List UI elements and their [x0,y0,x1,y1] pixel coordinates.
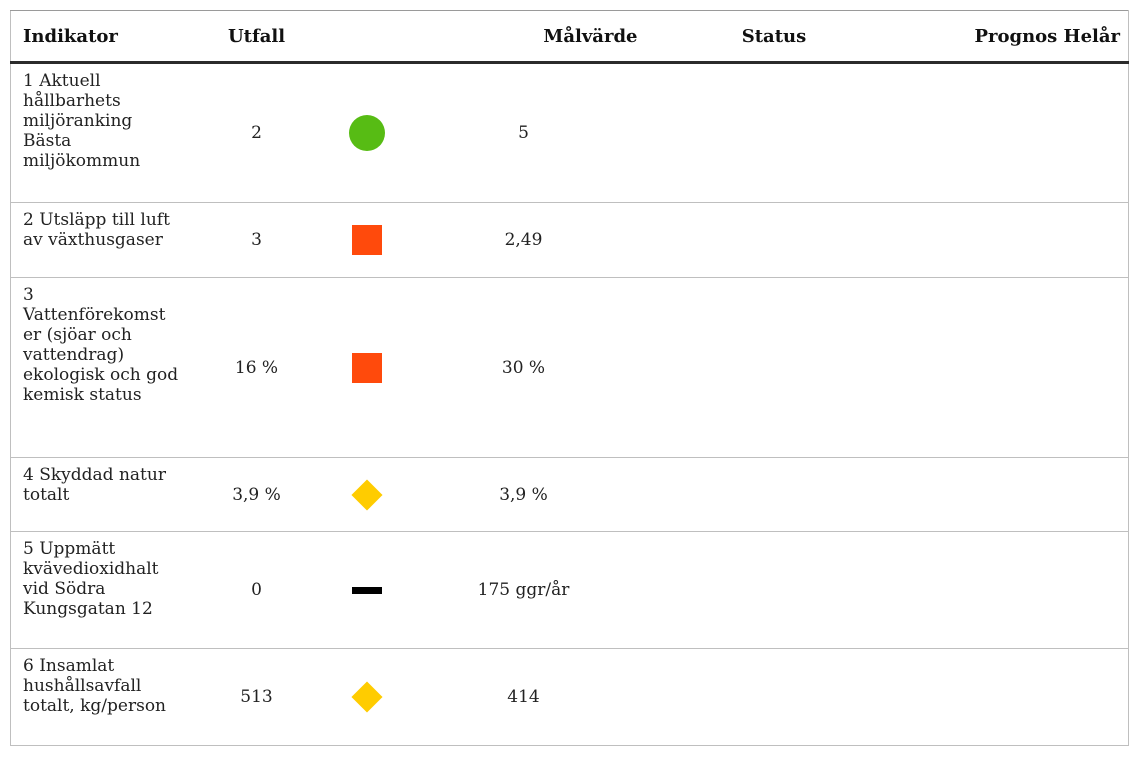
outcome-cell: 3,9 % [200,457,313,532]
status-cell [649,648,899,746]
target-cell: 3,9 % [437,457,650,532]
target-cell: 2,49 [437,202,650,278]
status-square-icon [352,352,382,383]
column-header-utfall: Utfall [200,10,313,64]
status-indicator-cell [312,531,438,649]
column-header-indikator: Indikator [10,10,201,64]
forecast-cell [898,202,1129,278]
table-row: 4 Skyddad natur totalt 3,9 % 3,9 % [10,457,1129,532]
forecast-cell [898,457,1129,532]
status-diamond-icon [348,678,386,716]
forecast-cell [898,62,1129,203]
target-cell: 175 ggr/år [437,531,650,649]
forecast-cell [898,531,1129,649]
outcome-cell: 3 [200,202,313,278]
indicator-cell: 2 Utsläpp till luft av växthusgaser [10,202,201,278]
table-row: 1 Aktuell hållbarhets miljöranking Bästa… [10,62,1129,203]
table-row: 2 Utsläpp till luft av växthusgaser 3 2,… [10,202,1129,278]
target-value: 3,9 % [499,484,548,505]
status-dash-icon [352,587,382,594]
target-value: 414 [507,687,540,707]
forecast-cell [898,648,1129,746]
indicator-table: Indikator Utfall Målvärde Status Prognos… [10,10,1129,746]
status-indicator-cell [312,277,438,458]
indicator-cell: 6 Insamlat hushållsavfall totalt, kg/per… [10,648,201,746]
target-value: 175 ggr/år [477,580,570,600]
status-circle-icon [349,115,385,151]
status-indicator-cell [312,202,438,278]
status-cell [649,277,899,458]
table-row: 5 Uppmätt kvävedioxidhalt vid Södra Kung… [10,531,1129,649]
target-value: 5 [518,123,529,143]
indicator-cell: 1 Aktuell hållbarhets miljöranking Bästa… [10,62,201,203]
status-cell [649,457,899,532]
status-cell [649,531,899,649]
outcome-cell: 513 [200,648,313,746]
column-header-spacer [312,10,438,64]
column-header-prognos-helar: Prognos Helår [898,10,1129,64]
status-indicator-cell [312,457,438,532]
table-row: 3 Vattenförekomst er (sjöar och vattendr… [10,277,1129,458]
outcome-cell: 2 [200,62,313,203]
status-indicator-cell [312,648,438,746]
target-cell: 5 [437,62,650,203]
table-row: 6 Insamlat hushållsavfall totalt, kg/per… [10,648,1129,746]
status-cell [649,62,899,203]
status-diamond-icon [348,476,386,514]
indicator-cell: 3 Vattenförekomst er (sjöar och vattendr… [10,277,201,458]
column-header-malvarde: Målvärde [437,10,650,64]
column-header-status: Status [649,10,899,64]
header-row: Indikator Utfall Målvärde Status Prognos… [10,10,1129,64]
target-cell: 414 [437,648,650,746]
status-indicator-cell [312,62,438,203]
indicator-cell: 4 Skyddad natur totalt [10,457,201,532]
target-value: 30 % [501,357,546,378]
status-cell [649,202,899,278]
target-value: 2,49 [504,230,543,250]
outcome-cell: 0 [200,531,313,649]
status-square-icon [352,225,382,255]
forecast-cell [898,277,1129,458]
outcome-cell: 16 % [200,277,313,458]
indicator-cell: 5 Uppmätt kvävedioxidhalt vid Södra Kung… [10,531,201,649]
target-cell: 30 % [437,277,650,458]
